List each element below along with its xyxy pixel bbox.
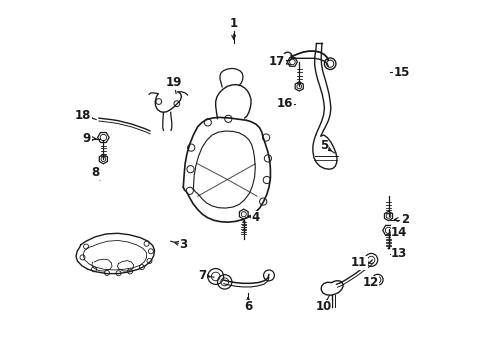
Text: 13: 13 xyxy=(390,247,407,260)
Text: 7: 7 xyxy=(198,269,205,282)
Text: 19: 19 xyxy=(166,76,182,89)
Text: 14: 14 xyxy=(390,226,407,239)
Text: 16: 16 xyxy=(276,97,293,110)
Text: 1: 1 xyxy=(229,17,237,30)
Text: 12: 12 xyxy=(362,276,378,289)
Text: 3: 3 xyxy=(179,238,187,251)
Text: 6: 6 xyxy=(244,300,252,313)
Text: 18: 18 xyxy=(75,109,91,122)
Text: 11: 11 xyxy=(350,256,366,269)
Text: 2: 2 xyxy=(400,213,408,226)
Text: 10: 10 xyxy=(315,300,331,313)
Text: 8: 8 xyxy=(91,166,99,179)
Text: 17: 17 xyxy=(268,55,285,68)
Text: 4: 4 xyxy=(251,211,259,224)
Text: 15: 15 xyxy=(393,66,409,78)
Text: 9: 9 xyxy=(82,132,91,145)
Text: 5: 5 xyxy=(319,139,327,152)
